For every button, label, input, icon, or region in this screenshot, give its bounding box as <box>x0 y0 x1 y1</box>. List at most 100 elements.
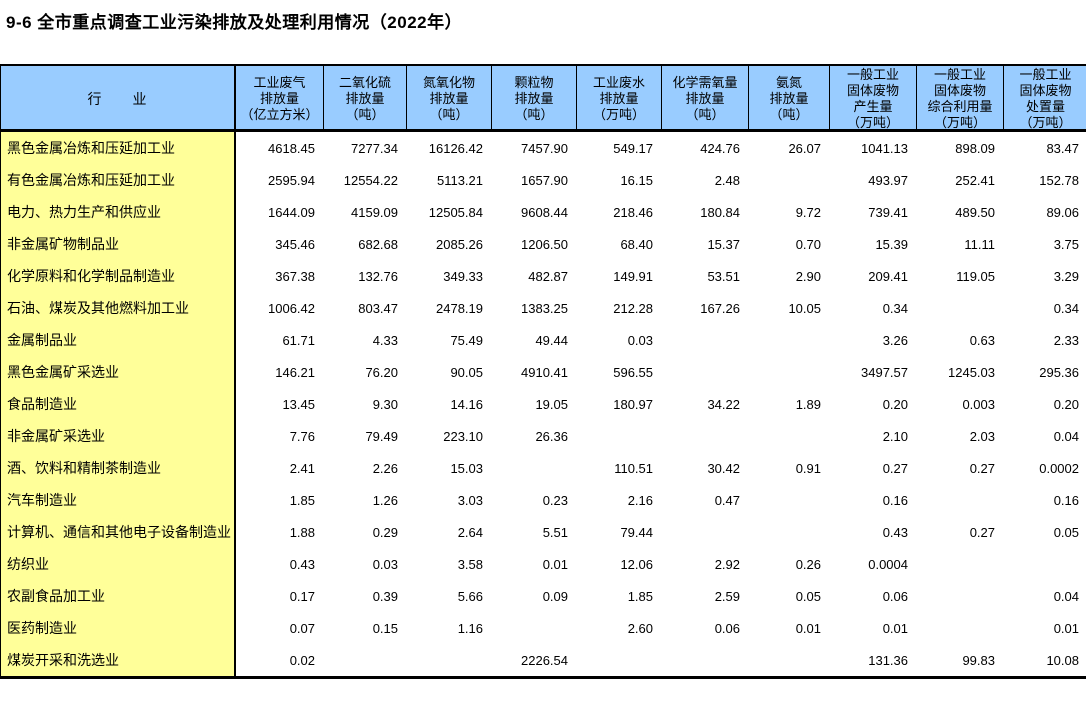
cell-nox: 1.16 <box>457 620 483 636</box>
cell-solid-waste-disposed: 0.0002 <box>1039 460 1079 476</box>
row-label-industry: 酒、饮料和精制茶制造业 <box>1 452 236 484</box>
table-row: 计算机、通信和其他电子设备制造业 1.88 0.29 2.64 5.51 79.44 0.4… <box>1 516 1086 548</box>
cell-ammonia-nitrogen: 9.72 <box>795 204 821 220</box>
table-row: 石油、煤炭及其他燃料加工业 1006.42 803.47 2478.19 1383.25… <box>1 292 1086 324</box>
cell-cod: 424.76 <box>700 140 740 156</box>
cell-solid-waste-generated: 3497.57 <box>861 364 908 380</box>
row-label-industry: 黑色金属冶炼和压延加工业 <box>1 132 236 164</box>
column-header-nox: 氮氧化物 排放量 （吨） <box>406 66 491 132</box>
cell-solid-waste-generated: 0.06 <box>882 588 908 604</box>
cell-waste-water: 79.44 <box>620 524 653 540</box>
cell-waste-gas: 1006.42 <box>268 300 315 316</box>
row-label-industry: 石油、煤炭及其他燃料加工业 <box>1 292 236 324</box>
cell-solid-waste-utilized: 898.09 <box>955 140 995 156</box>
column-header-cod: 化学需氧量 排放量 （吨） <box>661 66 748 132</box>
cell-particulates: 5.51 <box>542 524 568 540</box>
row-label-industry: 纺织业 <box>1 548 236 580</box>
cell-particulates: 482.87 <box>528 268 568 284</box>
cell-particulates: 0.23 <box>542 492 568 508</box>
row-label-industry: 农副食品加工业 <box>1 580 236 612</box>
cell-waste-gas: 0.43 <box>289 556 315 572</box>
cell-waste-gas: 0.07 <box>289 620 315 636</box>
cell-solid-waste-generated: 1041.13 <box>861 140 908 156</box>
cell-nox: 3.03 <box>457 492 483 508</box>
table-body: 黑色金属冶炼和压延加工业 4618.45 7277.34 16126.42 7457.9… <box>1 132 1086 676</box>
page-title: 9-6 全市重点调查工业污染排放及处理利用情况（2022年） <box>6 13 463 32</box>
cell-cod: 2.59 <box>714 588 740 604</box>
cell-solid-waste-utilized: 99.83 <box>962 652 995 668</box>
cell-so2: 0.15 <box>372 620 398 636</box>
cell-particulates: 0.01 <box>542 556 568 572</box>
cell-waste-water: 149.91 <box>613 268 653 284</box>
cell-solid-waste-disposed: 3.75 <box>1053 236 1079 252</box>
cell-solid-waste-generated: 0.34 <box>882 300 908 316</box>
cell-waste-gas: 367.38 <box>275 268 315 284</box>
cell-ammonia-nitrogen: 0.05 <box>795 588 821 604</box>
cell-particulates: 2226.54 <box>521 652 568 668</box>
cell-particulates: 1657.90 <box>521 172 568 188</box>
cell-so2: 803.47 <box>358 300 398 316</box>
cell-waste-water: 212.28 <box>613 300 653 316</box>
cell-solid-waste-disposed: 152.78 <box>1039 172 1079 188</box>
row-label-industry: 汽车制造业 <box>1 484 236 516</box>
cell-waste-gas: 7.76 <box>289 428 315 444</box>
cell-so2: 2.26 <box>372 460 398 476</box>
cell-particulates: 1383.25 <box>521 300 568 316</box>
cell-ammonia-nitrogen: 10.05 <box>788 300 821 316</box>
row-label-industry: 有色金属冶炼和压延加工业 <box>1 164 236 196</box>
cell-waste-water: 1.85 <box>627 588 653 604</box>
cell-cod: 2.48 <box>714 172 740 188</box>
cell-particulates: 19.05 <box>535 396 568 412</box>
cell-waste-gas: 61.71 <box>282 332 315 348</box>
cell-solid-waste-disposed: 89.06 <box>1046 204 1079 220</box>
cell-so2: 79.49 <box>365 428 398 444</box>
cell-particulates: 7457.90 <box>521 140 568 156</box>
cell-nox: 2085.26 <box>436 236 483 252</box>
cell-so2: 132.76 <box>358 268 398 284</box>
cell-solid-waste-disposed: 0.04 <box>1053 588 1079 604</box>
cell-solid-waste-generated: 209.41 <box>868 268 908 284</box>
cell-nox: 2.64 <box>457 524 483 540</box>
row-label-industry: 计算机、通信和其他电子设备制造业 <box>1 516 236 548</box>
cell-cod: 34.22 <box>707 396 740 412</box>
cell-waste-water: 12.06 <box>620 556 653 572</box>
table-row: 农副食品加工业 0.17 0.39 5.66 0.09 1.85 2.59 0.05 0.06 0… <box>1 580 1086 612</box>
table-row: 非金属矿采选业 7.76 79.49 223.10 26.36 2.10 2.03 0.04 <box>1 420 1086 452</box>
cell-so2: 12554.22 <box>343 172 398 188</box>
cell-waste-gas: 2.41 <box>289 460 315 476</box>
cell-nox: 3.58 <box>457 556 483 572</box>
cell-solid-waste-disposed: 10.08 <box>1046 652 1079 668</box>
cell-solid-waste-disposed: 0.20 <box>1053 396 1079 412</box>
cell-solid-waste-disposed: 0.01 <box>1053 620 1079 636</box>
cell-waste-water: 0.03 <box>627 332 653 348</box>
table-row: 食品制造业 13.45 9.30 14.16 19.05 180.97 34.22 1.89 0… <box>1 388 1086 420</box>
row-label-industry: 化学原料和化学制品制造业 <box>1 260 236 292</box>
cell-waste-water: 16.15 <box>620 172 653 188</box>
row-label-industry: 煤炭开采和洗选业 <box>1 644 236 676</box>
cell-so2: 0.03 <box>372 556 398 572</box>
cell-solid-waste-utilized: 252.41 <box>955 172 995 188</box>
cell-particulates: 0.09 <box>542 588 568 604</box>
column-header-waste-water: 工业废水 排放量 （万吨） <box>576 66 661 132</box>
cell-solid-waste-disposed: 0.05 <box>1053 524 1079 540</box>
cell-particulates: 26.36 <box>535 428 568 444</box>
cell-cod: 0.47 <box>714 492 740 508</box>
cell-solid-waste-generated: 3.26 <box>882 332 908 348</box>
column-header-particulates: 颗粒物 排放量 （吨） <box>491 66 576 132</box>
cell-solid-waste-generated: 0.01 <box>882 620 908 636</box>
cell-ammonia-nitrogen: 26.07 <box>788 140 821 156</box>
table-row: 黑色金属冶炼和压延加工业 4618.45 7277.34 16126.42 7457.9… <box>1 132 1086 164</box>
cell-solid-waste-generated: 0.43 <box>882 524 908 540</box>
table-row: 黑色金属矿采选业 146.21 76.20 90.05 4910.41 596.55 349… <box>1 356 1086 388</box>
cell-solid-waste-disposed: 3.29 <box>1053 268 1079 284</box>
table-row: 医药制造业 0.07 0.15 1.16 2.60 0.06 0.01 0.01 0.01 <box>1 612 1086 644</box>
cell-waste-water: 596.55 <box>613 364 653 380</box>
column-header-industry: 行 业 <box>1 66 236 132</box>
cell-particulates: 49.44 <box>535 332 568 348</box>
column-header-solid-waste-generated: 一般工业 固体废物 产生量 （万吨） <box>829 66 916 132</box>
cell-solid-waste-utilized: 119.05 <box>956 268 995 284</box>
cell-ammonia-nitrogen: 2.90 <box>795 268 821 284</box>
cell-waste-gas: 0.17 <box>289 588 315 604</box>
cell-solid-waste-utilized: 0.27 <box>969 460 995 476</box>
